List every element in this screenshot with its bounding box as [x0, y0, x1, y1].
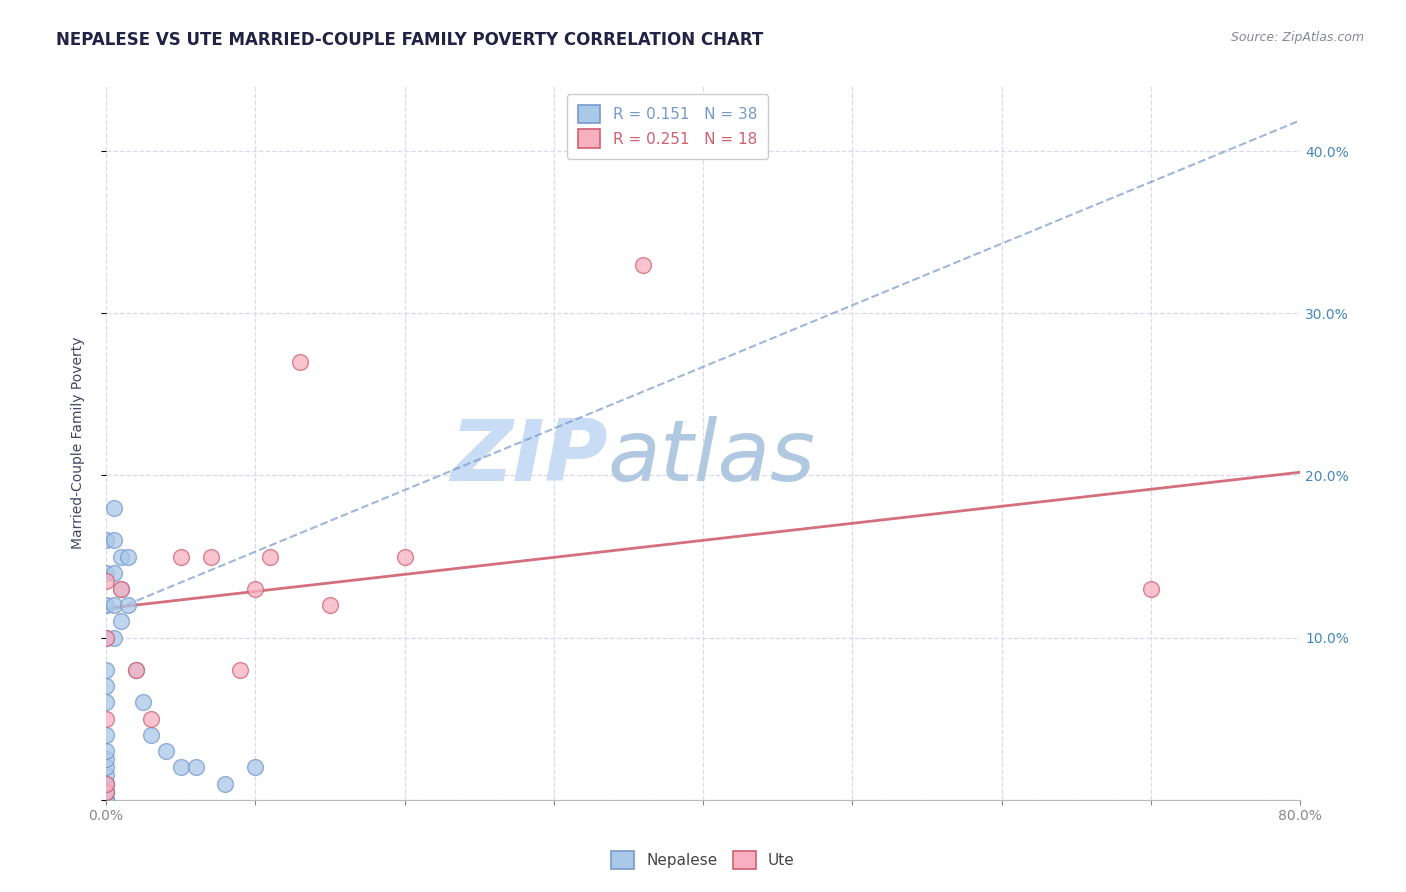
Point [1140, 582, 1163, 596]
Point [170, 760, 193, 774]
Point [94, 793, 117, 807]
Point [117, 549, 139, 564]
Point [94, 533, 117, 548]
Point [184, 760, 207, 774]
Point [94, 776, 117, 790]
Point [94, 566, 117, 580]
Point [245, 582, 267, 596]
Point [94, 679, 117, 693]
Point [94, 785, 117, 799]
Legend: R = 0.151   N = 38, R = 0.251   N = 18: R = 0.151 N = 38, R = 0.251 N = 18 [567, 94, 768, 159]
Point [94, 752, 117, 766]
Y-axis label: Married-Couple Family Poverty: Married-Couple Family Poverty [72, 337, 86, 549]
Point [94, 728, 117, 742]
Point [110, 582, 132, 596]
Point [94, 696, 117, 710]
Point [94, 785, 117, 799]
Point [394, 549, 416, 564]
Point [259, 549, 281, 564]
Point [110, 615, 132, 629]
Text: NEPALESE VS UTE MARRIED-COUPLE FAMILY POVERTY CORRELATION CHART: NEPALESE VS UTE MARRIED-COUPLE FAMILY PO… [56, 31, 763, 49]
Point [94, 785, 117, 799]
Point [214, 776, 236, 790]
Point [94, 793, 117, 807]
Point [103, 500, 125, 515]
Point [94, 776, 117, 790]
Point [103, 598, 125, 612]
Point [94, 776, 117, 790]
Point [139, 728, 162, 742]
Text: atlas: atlas [607, 416, 815, 499]
Point [125, 663, 148, 677]
Point [94, 663, 117, 677]
Point [319, 598, 342, 612]
Point [110, 549, 132, 564]
Point [117, 598, 139, 612]
Point [170, 549, 193, 564]
Point [103, 533, 125, 548]
Point [200, 549, 222, 564]
Text: ZIP: ZIP [450, 416, 607, 499]
Point [633, 258, 655, 272]
Text: Source: ZipAtlas.com: Source: ZipAtlas.com [1230, 31, 1364, 45]
Point [94, 760, 117, 774]
Legend: Nepalese, Ute: Nepalese, Ute [605, 845, 801, 875]
Point [94, 793, 117, 807]
Point [94, 768, 117, 782]
Point [94, 574, 117, 588]
Point [94, 793, 117, 807]
Point [155, 744, 177, 758]
Point [125, 663, 148, 677]
Point [245, 760, 267, 774]
Point [94, 744, 117, 758]
Point [94, 631, 117, 645]
Point [139, 712, 162, 726]
Point [132, 696, 155, 710]
Point [110, 582, 132, 596]
Point [288, 355, 311, 369]
Point [94, 598, 117, 612]
Point [229, 663, 252, 677]
Point [94, 631, 117, 645]
Point [103, 631, 125, 645]
Point [103, 566, 125, 580]
Point [94, 712, 117, 726]
